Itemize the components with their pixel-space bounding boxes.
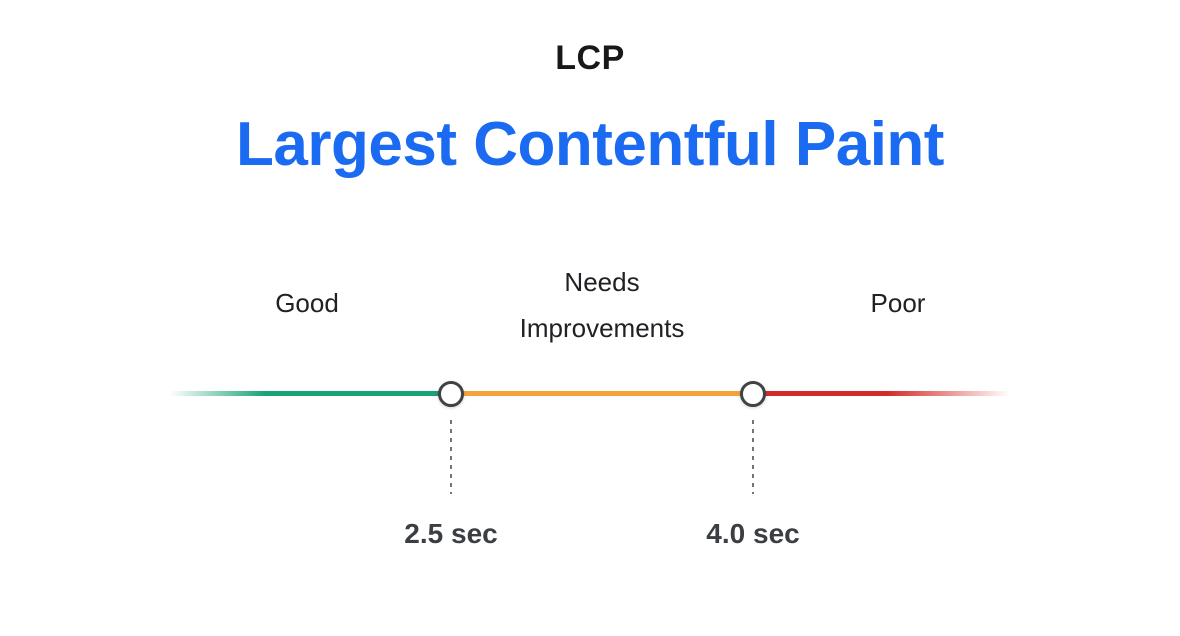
dotted-line-4-0-sec (752, 420, 754, 495)
segment-good (170, 391, 451, 397)
metric-abbreviation: LCP (555, 39, 625, 77)
threshold-value-2-5-sec: 2.5 sec (404, 518, 498, 550)
segment-needs-improvements (451, 391, 753, 397)
segment-poor (753, 391, 1010, 397)
scale-bar (170, 381, 1010, 408)
zone-label-needs-improvements: Needs Improvements (519, 267, 685, 343)
threshold-value-4-0-sec: 4.0 sec (706, 518, 800, 550)
threshold-scale: Good Needs Improvements Poor 2.5 sec 4.0… (170, 236, 1010, 566)
zone-label-poor: Poor (870, 288, 926, 319)
dotted-line-2-5-sec (450, 420, 452, 495)
threshold-marker-2-5-sec (438, 381, 464, 408)
page-title: Largest Contentful Paint (236, 109, 944, 179)
zone-label-good: Good (275, 288, 339, 319)
threshold-marker-4-0-sec (740, 381, 766, 408)
